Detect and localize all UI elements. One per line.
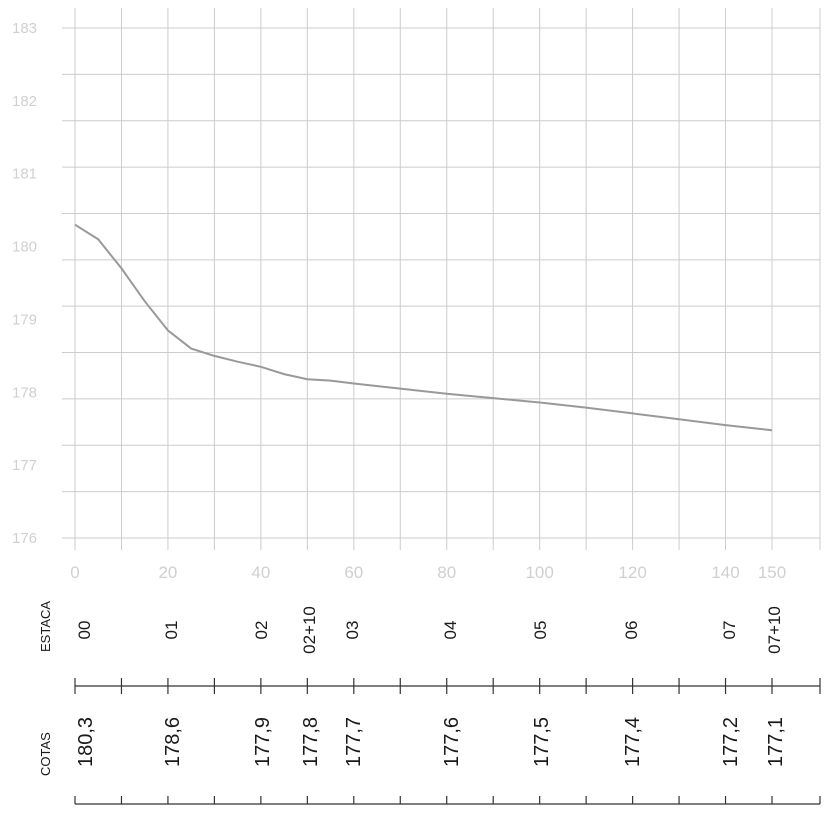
y-tick-label: 177 bbox=[12, 457, 37, 474]
x-tick-label: 60 bbox=[344, 563, 363, 582]
cotas-row-label: COTAS bbox=[38, 732, 53, 776]
ground-profile-line bbox=[74, 223, 773, 432]
y-tick-label: 182 bbox=[12, 93, 37, 110]
x-tick-label: 100 bbox=[525, 563, 553, 582]
elevation-label: 177,2 bbox=[720, 717, 742, 767]
y-tick-label: 183 bbox=[12, 20, 37, 37]
elevation-label: 177,8 bbox=[300, 717, 322, 767]
elevation-label: 177,6 bbox=[441, 717, 463, 767]
chart-grid bbox=[62, 8, 821, 550]
x-tick-label: 150 bbox=[758, 563, 786, 582]
x-tick-label: 80 bbox=[437, 563, 456, 582]
y-axis-ticks: 183 182 181 180 179 178 177 176 bbox=[12, 20, 37, 547]
elevation-label: 177,1 bbox=[765, 717, 787, 767]
estaca-row-label: ESTACA bbox=[38, 601, 53, 652]
x-axis-ticks: 0 20 40 60 80 100 120 140 150 bbox=[70, 563, 786, 582]
elevation-labels: 180,3 178,6 177,9 177,8 177,7 177,6 177,5 177,4… bbox=[75, 717, 787, 767]
stake-label: 07+10 bbox=[765, 606, 784, 654]
elevation-label: 177,4 bbox=[622, 717, 644, 767]
x-tick-label: 0 bbox=[70, 563, 79, 582]
stake-labels: 00 01 02 02+10 03 04 05 06 07 07+10 bbox=[75, 606, 784, 654]
stake-label: 00 bbox=[75, 621, 94, 640]
y-tick-label: 181 bbox=[12, 166, 37, 183]
stake-label: 02+10 bbox=[300, 606, 319, 654]
x-tick-label: 40 bbox=[251, 563, 270, 582]
y-tick-label: 180 bbox=[12, 239, 37, 256]
x-tick-label: 20 bbox=[158, 563, 177, 582]
x-tick-label: 140 bbox=[711, 563, 739, 582]
stake-label: 04 bbox=[441, 621, 460, 640]
stake-label: 07 bbox=[720, 621, 739, 640]
x-tick-label: 120 bbox=[618, 563, 646, 582]
profile-table: ESTACA COTAS 00 01 02 02+10 03 04 05 06 07 07+10 … bbox=[38, 601, 821, 805]
stake-label: 06 bbox=[622, 621, 641, 640]
table-tick-marks bbox=[74, 678, 821, 804]
stake-label: 01 bbox=[162, 621, 181, 640]
y-tick-label: 176 bbox=[12, 530, 37, 547]
stake-label: 05 bbox=[531, 621, 550, 640]
stake-label: 03 bbox=[343, 621, 362, 640]
elevation-label: 178,6 bbox=[162, 717, 184, 767]
y-tick-label: 179 bbox=[12, 311, 37, 328]
elevation-label: 177,5 bbox=[531, 717, 553, 767]
elevation-label: 177,9 bbox=[252, 717, 274, 767]
elevation-label: 177,7 bbox=[343, 717, 365, 767]
y-tick-label: 178 bbox=[12, 384, 37, 401]
elevation-label: 180,3 bbox=[75, 717, 97, 767]
stake-label: 02 bbox=[252, 621, 271, 640]
